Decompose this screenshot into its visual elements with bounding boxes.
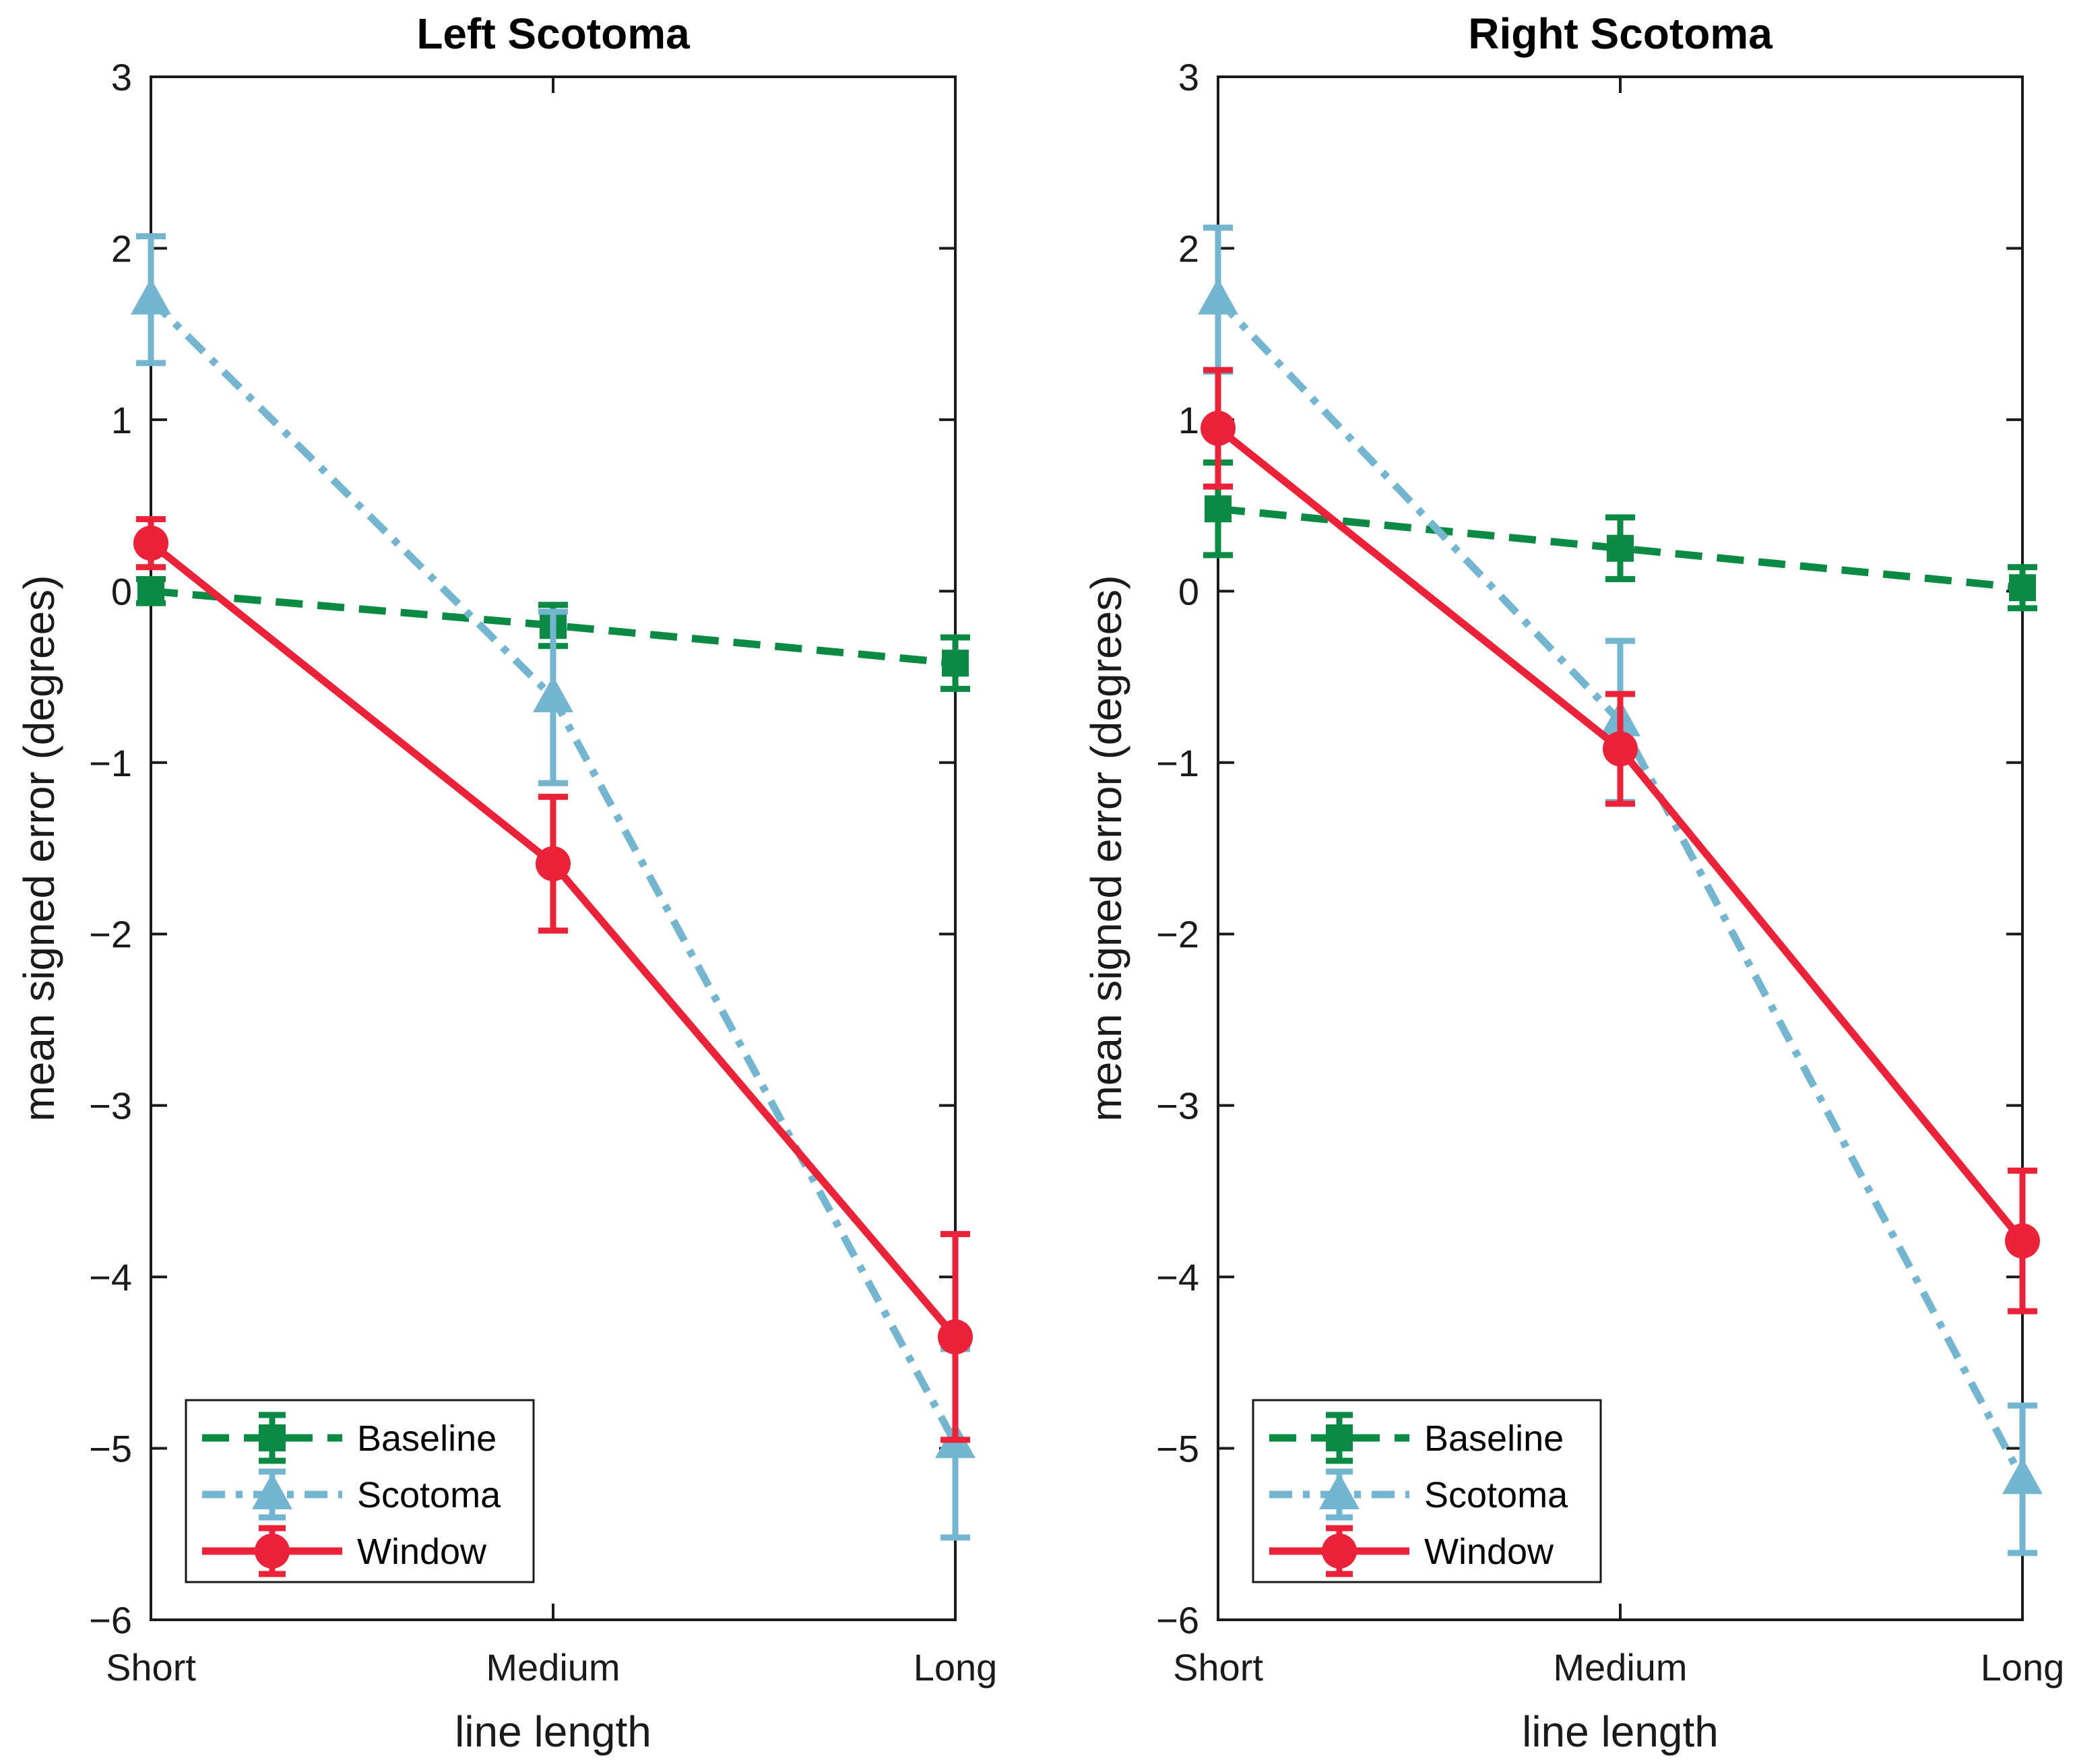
y-tick-label: −4: [89, 1256, 132, 1298]
marker-square: [1205, 495, 1232, 523]
legend: Baseline Scotoma Window: [1252, 1399, 1602, 1583]
y-tick-label: 1: [111, 399, 132, 441]
series-line: [1215, 296, 2026, 1481]
marker-square: [942, 650, 969, 677]
y-tick-label: −1: [89, 742, 132, 784]
chart-panel-2: Right Scotoma 3 2 1 0 −1 −2 −3 −4 −5 −6 Short Medium…: [1082, 9, 2064, 1756]
series-window: [133, 515, 973, 1443]
y-tick-label: −5: [89, 1428, 132, 1470]
x-axis-label: line length: [1522, 1707, 1719, 1756]
x-tick-label: Short: [106, 1646, 196, 1689]
chart-panel-1: Left Scotoma 3 2 1 0 −1 −2 −3 −4 −5 −6 Short Medium L…: [15, 9, 997, 1756]
marker-square: [1607, 534, 1634, 562]
y-tick-label: −6: [89, 1599, 132, 1641]
marker-circle: [255, 1534, 290, 1569]
legend: Baseline Scotoma Window: [185, 1399, 535, 1583]
marker-circle: [536, 846, 571, 881]
series-scotoma: [1198, 224, 2043, 1556]
marker-triangle: [252, 1473, 292, 1509]
series-window: [1201, 367, 2040, 1315]
x-tick-label: Medium: [486, 1646, 620, 1689]
marker-triangle: [2002, 1457, 2043, 1494]
y-tick-label: 3: [111, 56, 132, 98]
y-tick-label: −3: [89, 1085, 132, 1127]
y-tick-label: 0: [111, 570, 132, 612]
y-axis-label: mean signed error (degrees): [1082, 575, 1130, 1121]
y-tick-label: 2: [1178, 227, 1199, 270]
marker-circle: [1603, 731, 1638, 767]
marker-square: [137, 577, 164, 605]
chart-title: Left Scotoma: [416, 9, 690, 58]
marker-circle: [938, 1319, 973, 1355]
y-tick-label: 0: [1178, 570, 1199, 612]
series-line: [1217, 505, 2023, 592]
marker-triangle: [1198, 278, 1238, 315]
marker-square: [2009, 574, 2036, 602]
marker-circle: [2005, 1223, 2040, 1259]
chart-title: Right Scotoma: [1468, 9, 1773, 58]
y-tick-label: −6: [1156, 1599, 1199, 1641]
legend-label: Window: [357, 1532, 487, 1572]
y-tick-label: −5: [1156, 1428, 1199, 1470]
y-tick-label: 2: [111, 227, 132, 270]
x-axis-label: line length: [455, 1707, 651, 1756]
legend-label: Baseline: [357, 1418, 497, 1459]
legend-label: Scotoma: [357, 1475, 501, 1515]
series-line: [150, 587, 956, 667]
marker-triangle: [1319, 1473, 1360, 1509]
axes-box: [1217, 75, 2024, 1621]
y-axis-label: mean signed error (degrees): [15, 575, 63, 1121]
series-baseline: [1203, 460, 2037, 612]
legend-label: Baseline: [1424, 1418, 1564, 1459]
x-tick-label: Short: [1173, 1646, 1263, 1689]
y-tick-label: −3: [1156, 1085, 1199, 1127]
x-tick-label: Long: [1981, 1646, 2065, 1689]
marker-circle: [1201, 410, 1236, 446]
y-tick-label: −4: [1156, 1256, 1199, 1298]
x-tick-label: Long: [914, 1646, 998, 1689]
marker-square: [1326, 1424, 1353, 1451]
x-tick-label: Medium: [1553, 1646, 1687, 1689]
y-tick-label: −1: [1156, 742, 1199, 784]
marker-square: [259, 1424, 286, 1451]
marker-circle: [1322, 1534, 1357, 1569]
marker-triangle: [533, 676, 573, 713]
y-tick-label: 1: [1178, 399, 1199, 441]
marker-triangle: [131, 278, 171, 315]
y-tick-label: 3: [1178, 56, 1199, 98]
y-tick-label: −2: [1156, 913, 1199, 955]
legend-label: Window: [1424, 1532, 1554, 1572]
legend-label: Scotoma: [1424, 1475, 1568, 1515]
y-tick-label: −2: [89, 913, 132, 955]
marker-circle: [133, 526, 168, 561]
